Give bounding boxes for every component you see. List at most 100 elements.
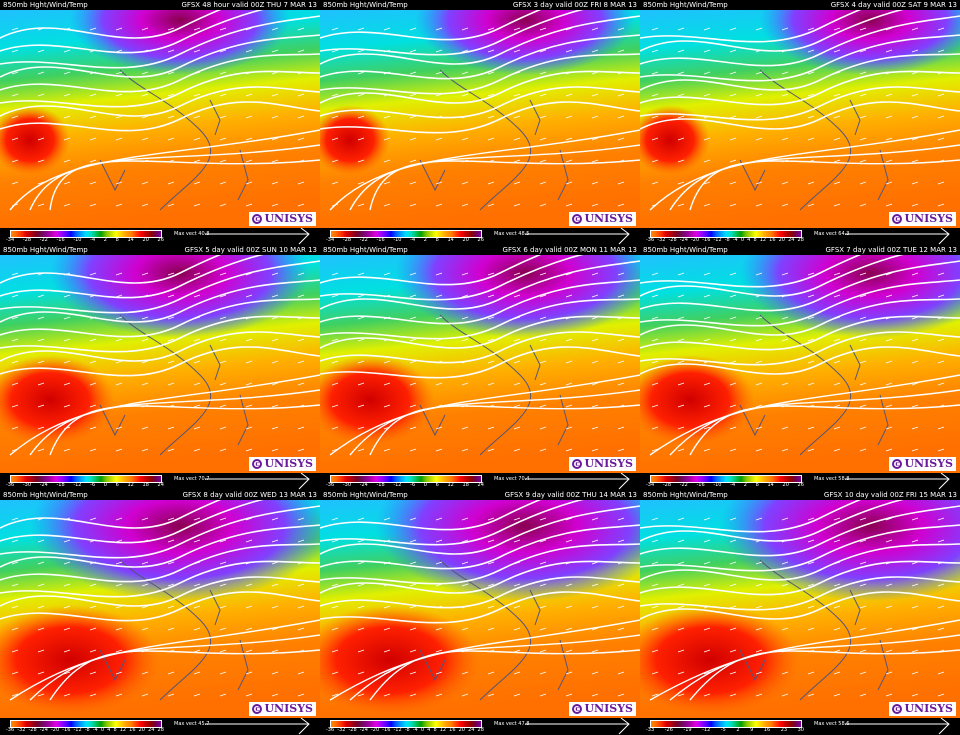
height-contour	[349, 634, 640, 701]
height-contour	[640, 500, 862, 533]
colorbar-ticks: -36 -30 -24 -18 -12 -6 0 6 12 18 24	[6, 482, 164, 490]
height-contour	[0, 260, 320, 314]
colorbar-tick: -16	[696, 482, 705, 488]
colorbar-tick: -28	[668, 237, 677, 243]
colorbar-tick: -12	[393, 482, 402, 488]
colorbar-tick: 12	[119, 727, 127, 733]
panel-header: 850mb Hght/Wind/Temp GFSX 4 day valid 00…	[640, 0, 960, 10]
colorbar-tick: -22	[39, 237, 48, 243]
colorbar-tick: -8	[84, 727, 90, 733]
height-contour	[640, 10, 904, 52]
unisys-logo: c UNISYS	[249, 457, 316, 471]
panel-valid-time: GFSX 6 day valid 00Z MON 11 MAR 13	[502, 246, 637, 254]
panel-title: 850mb Hght/Wind/Temp	[643, 246, 728, 254]
colorbar-tick: 6	[435, 482, 439, 488]
height-contour	[0, 255, 222, 284]
colorbar-tick: -36	[6, 727, 15, 733]
panel-title: 850mb Hght/Wind/Temp	[3, 246, 88, 254]
height-contour	[29, 389, 320, 456]
colorbar-tick: -12	[393, 727, 402, 733]
reference-vector-arrow-icon	[845, 718, 950, 735]
height-contour	[0, 86, 320, 117]
unisys-logo: c UNISYS	[569, 702, 636, 716]
panel-valid-time: GFSX 5 day valid 00Z SUN 10 MAR 13	[184, 246, 317, 254]
colorbar-tick: -36	[326, 482, 335, 488]
panel-title: 850mb Hght/Wind/Temp	[643, 1, 728, 9]
colorbar-tick: 0	[420, 727, 425, 733]
colorbar-tick: -12	[702, 727, 711, 733]
unisys-logo: c UNISYS	[249, 702, 316, 716]
warm-core	[320, 605, 480, 715]
temperature-colorbar	[330, 230, 482, 238]
height-contour	[320, 298, 640, 340]
height-contour	[320, 560, 640, 594]
colorbar-tick: 8	[433, 727, 437, 733]
colorbar-tick: -24	[359, 727, 368, 733]
height-contour	[640, 279, 960, 327]
forecast-panel: 850mb Hght/Wind/Temp GFSX 48 hour valid …	[0, 0, 320, 245]
colorbar-tick: -18	[376, 482, 385, 488]
colorbar-tick: -12	[73, 727, 82, 733]
reference-vector-arrow-icon	[845, 473, 950, 490]
colorbar-tick: -4	[410, 237, 416, 243]
colorbar-tick: 16	[763, 727, 771, 733]
colorbar-tick: 12	[127, 482, 134, 488]
height-contour	[320, 15, 640, 65]
colorbar-tick: -24	[39, 727, 48, 733]
height-contour	[329, 129, 640, 211]
colorbar-tick: 18	[142, 482, 149, 488]
height-contour	[29, 144, 320, 211]
temperature-map	[320, 10, 640, 228]
height-contour	[640, 500, 904, 542]
height-contour	[649, 619, 960, 701]
colorbar-tick: -36	[646, 237, 655, 243]
height-contour	[320, 10, 584, 56]
colorbar-tick: 9	[750, 727, 754, 733]
wind-vectors	[331, 27, 625, 207]
warm-core	[0, 605, 160, 715]
height-contour	[9, 619, 320, 701]
height-contour	[640, 255, 862, 288]
forecast-panel: 850mb Hght/Wind/Temp GFSX 7 day valid 00…	[640, 245, 960, 490]
colorbar-ticks: -36 -32 -28 -24 -20 -16 -12 -8 -4 0 4 8 12 16 20 24 28	[6, 727, 164, 735]
height-contour	[49, 404, 320, 456]
temperature-map	[640, 255, 960, 473]
wind-vectors	[11, 517, 305, 697]
colorbar-tick: -32	[17, 727, 26, 733]
colorbar-tick: 12	[759, 237, 767, 243]
panel-valid-time: GFSX 10 day valid 00Z FRI 15 MAR 13	[823, 491, 957, 499]
unisys-logo: c UNISYS	[569, 212, 636, 226]
height-contour	[320, 315, 640, 349]
coastline	[419, 559, 569, 701]
reference-vector-arrow-icon	[525, 228, 630, 245]
height-contour	[0, 591, 320, 622]
colorbar-tick: 16	[129, 727, 136, 733]
height-contour	[640, 346, 960, 375]
unisys-logo: c UNISYS	[889, 702, 956, 716]
colorbar-tick: -26	[664, 727, 673, 733]
colorbar-tick: -32	[337, 727, 346, 733]
panel-valid-time: GFSX 3 day valid 00Z FRI 8 MAR 13	[512, 1, 637, 9]
height-contour	[640, 524, 960, 572]
reference-vector-arrow-icon	[845, 228, 950, 245]
height-contour	[329, 374, 640, 456]
colorbar-tick: 0	[103, 482, 107, 488]
height-contour	[640, 101, 960, 130]
height-contour	[689, 649, 960, 701]
colorbar-tick: 28	[797, 237, 804, 243]
cold-core	[70, 10, 290, 75]
height-contour	[0, 70, 320, 108]
colorbar-tick: -10	[73, 237, 82, 243]
height-contour	[0, 53, 320, 93]
coastline	[99, 69, 249, 211]
panel-header: 850mb Hght/Wind/Temp GFSX 3 day valid 00…	[320, 0, 640, 10]
max-vector-label: Max vect 58.6	[814, 721, 850, 727]
colorbar-tick: -28	[348, 727, 357, 733]
panel-header: 850mb Hght/Wind/Temp GFSX 8 day valid 00…	[0, 490, 320, 500]
height-contour	[320, 86, 640, 119]
colorbar-tick: 18	[462, 482, 469, 488]
warm-core	[320, 105, 390, 175]
height-contour	[320, 260, 640, 310]
reference-vector-arrow-icon	[525, 718, 630, 735]
colorbar-tick: -16	[702, 237, 711, 243]
